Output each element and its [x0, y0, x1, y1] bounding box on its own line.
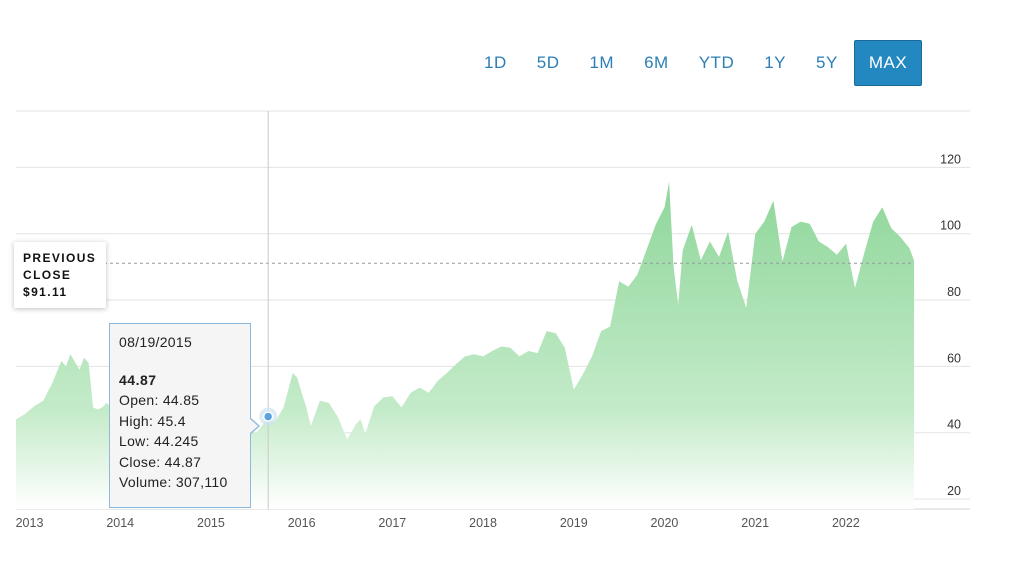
previous-close-title-line1: PREVIOUS	[23, 251, 97, 265]
x-tick-label: 2020	[651, 516, 679, 530]
range-selector: 1D 5D 1M 6M YTD 1Y 5Y MAX	[470, 40, 924, 86]
tooltip-high: High: 45.4	[119, 412, 186, 429]
tooltip-open: Open: 44.85	[119, 392, 200, 408]
previous-close-label: PREVIOUS CLOSE $91.11	[14, 242, 106, 308]
y-tick-label: 120	[940, 152, 961, 166]
tooltip-date: 08/19/2015	[119, 334, 193, 350]
range-button-1m[interactable]: 1M	[589, 53, 615, 72]
previous-close-value: $91.11	[23, 285, 68, 299]
x-tick-label: 2016	[288, 516, 316, 530]
x-tick-label: 2022	[832, 516, 860, 530]
range-button-1d[interactable]: 1D	[484, 53, 507, 72]
range-button-ytd[interactable]: YTD	[698, 53, 735, 72]
y-tick-label: 80	[947, 285, 961, 299]
x-tick-label: 2013	[16, 516, 44, 530]
x-tick-label: 2017	[378, 516, 406, 530]
y-axis-ticks: 20 40 60 80 100 120	[940, 152, 961, 498]
x-tick-label: 2021	[741, 516, 769, 530]
hover-point[interactable]	[262, 411, 274, 422]
y-tick-label: 40	[947, 418, 961, 432]
range-button-1y[interactable]: 1Y	[764, 53, 787, 72]
tooltip-close: Close: 44.87	[119, 453, 202, 470]
y-tick-label: 20	[947, 484, 961, 498]
x-tick-label: 2015	[197, 516, 225, 530]
tooltip-low: Low: 44.245	[119, 433, 199, 449]
previous-close-title-line2: CLOSE	[23, 268, 72, 282]
x-tick-label: 2019	[560, 516, 588, 530]
range-button-6m[interactable]: 6M	[644, 53, 669, 72]
y-tick-label: 100	[940, 219, 961, 233]
x-tick-label: 2014	[106, 516, 134, 530]
x-axis-ticks: 2013 2014 2015 2016 2017 2018 2019 2020 2021 2022	[16, 516, 860, 530]
tooltip-price: 44.87	[119, 372, 157, 388]
range-button-5d[interactable]: 5D	[536, 53, 560, 72]
tooltip-volume: Volume: 307,110	[119, 474, 228, 490]
tooltip-pointer-fill	[250, 419, 258, 433]
y-tick-label: 60	[947, 351, 961, 365]
x-tick-label: 2018	[469, 516, 497, 530]
range-button-5y[interactable]: 5Y	[816, 53, 838, 72]
range-button-max[interactable]: MAX	[853, 40, 923, 86]
price-area	[16, 181, 914, 509]
price-tooltip: 08/19/2015 44.87 Open: 44.85 High: 45.4 …	[109, 323, 251, 508]
